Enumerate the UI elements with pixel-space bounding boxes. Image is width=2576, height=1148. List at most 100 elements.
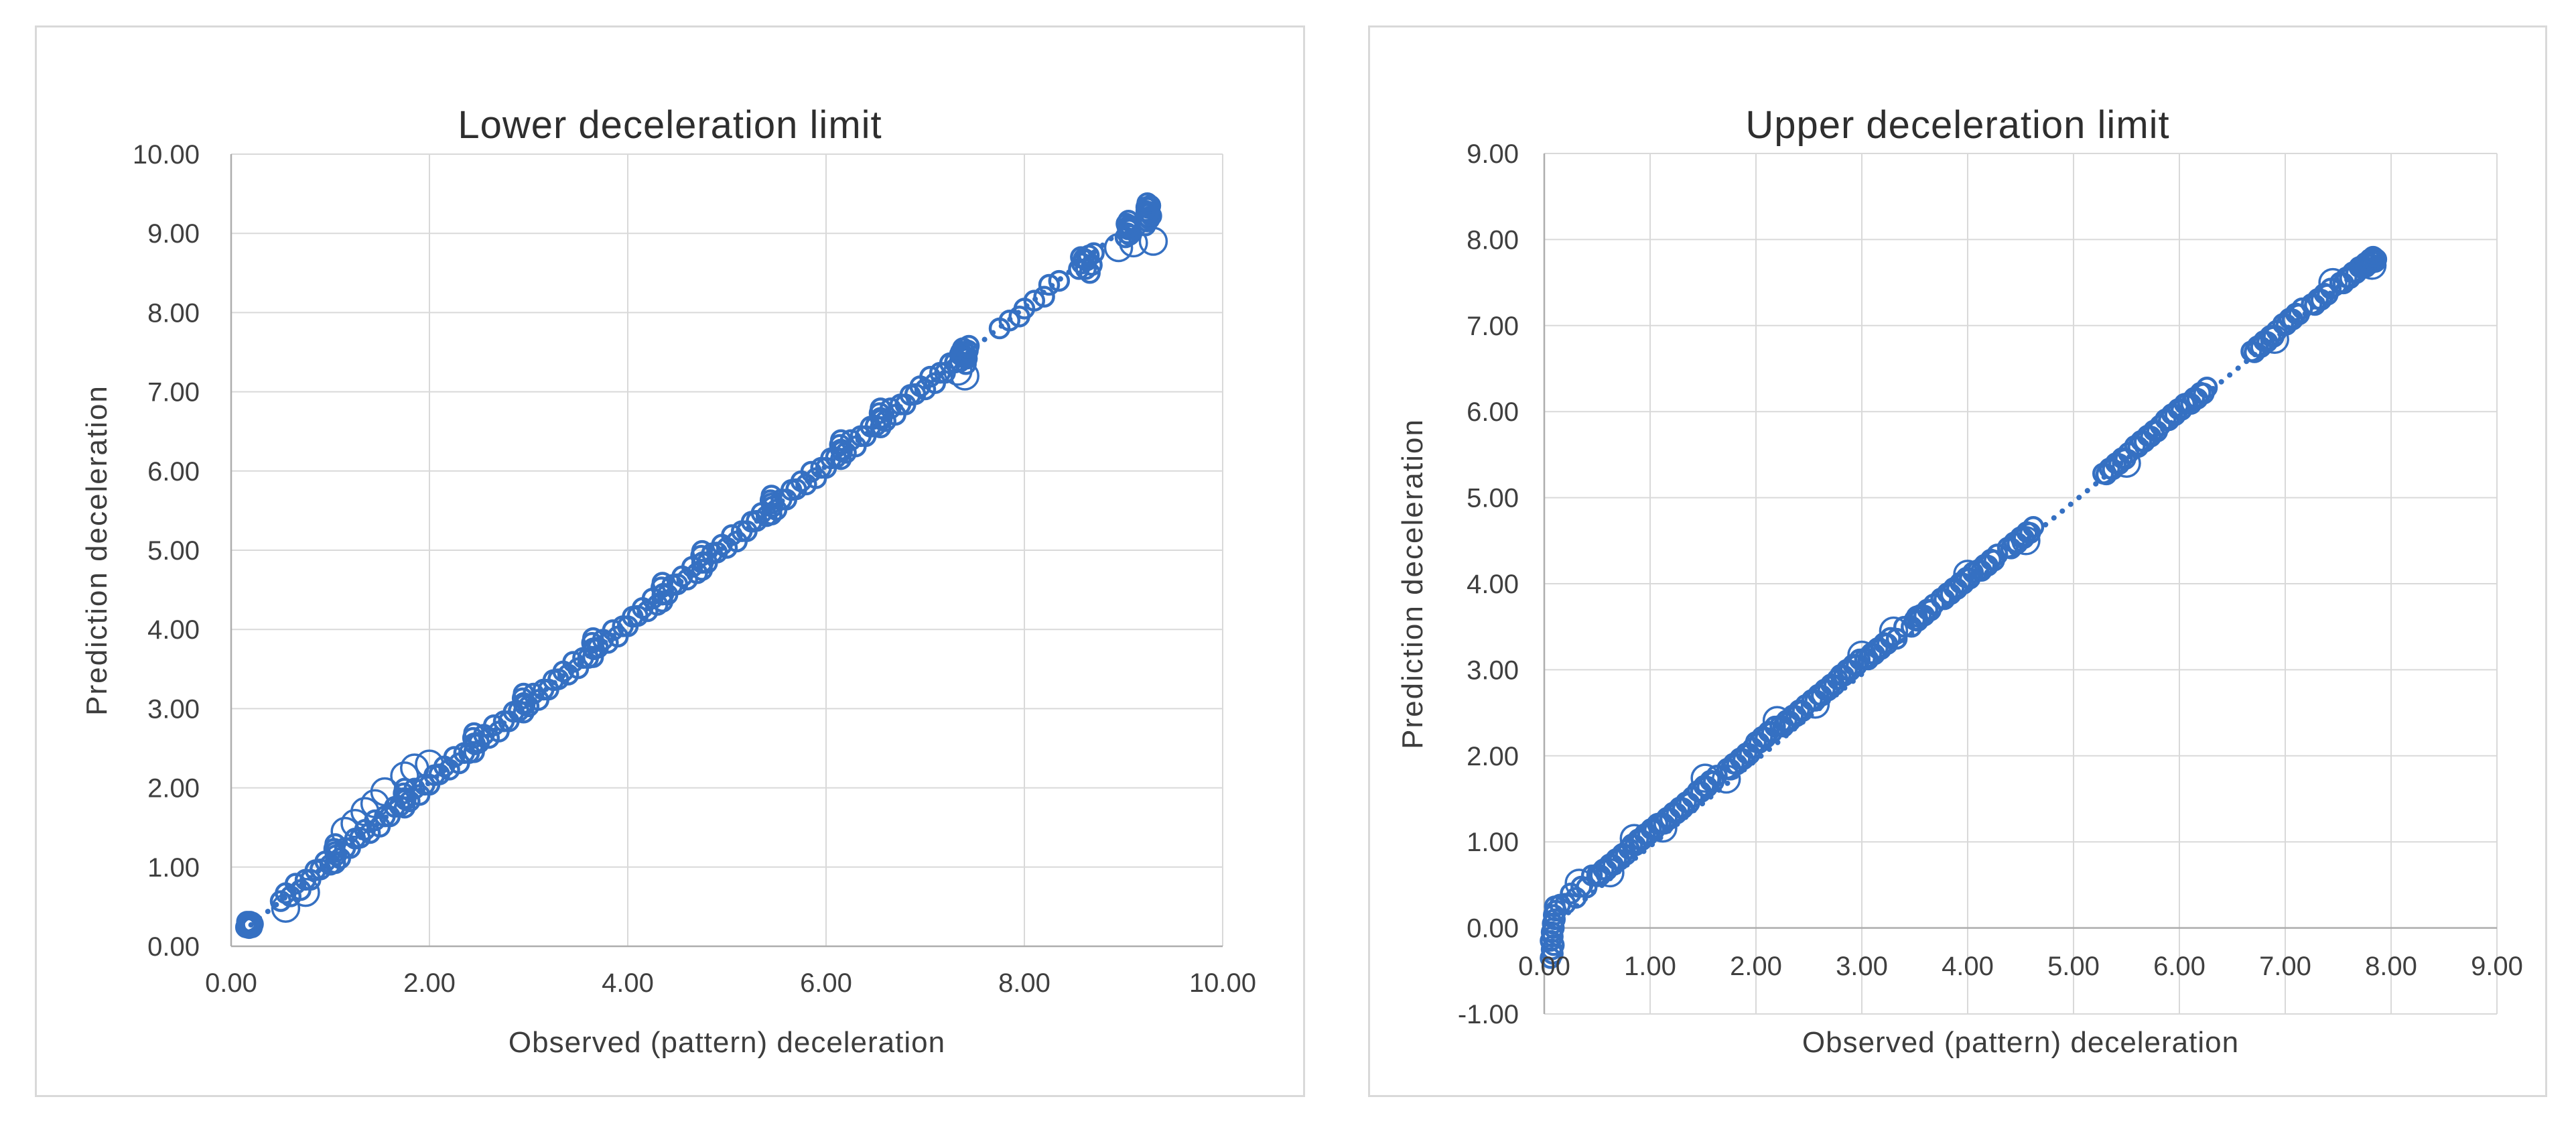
data-point [390, 761, 419, 791]
data-point [1564, 869, 1594, 898]
data-point [1953, 560, 1982, 589]
x-tick-label: 0.00 [1518, 952, 1570, 981]
data-point [1879, 616, 1909, 646]
data-point [950, 361, 979, 391]
data-point [1070, 246, 1092, 268]
data-point [1038, 273, 1061, 296]
data-point [1885, 627, 1908, 650]
data-point [271, 893, 301, 923]
x-tick-label: 1.00 [1624, 952, 1676, 981]
chart-title-lower: Lower deceleration limit [458, 103, 882, 147]
data-point [241, 916, 263, 938]
data-point [760, 485, 783, 507]
data-point [1103, 233, 1134, 263]
data-point [482, 714, 505, 737]
data-point [463, 722, 485, 745]
data-point [691, 539, 714, 562]
data-point [800, 460, 823, 483]
y-tick-label: 8.00 [1467, 225, 1519, 255]
data-point [364, 809, 386, 832]
data-point [2260, 324, 2289, 355]
x-tick-label: 6.00 [800, 968, 852, 998]
data-point [284, 873, 307, 895]
data-point [2011, 526, 2041, 556]
x-tick-label: 9.00 [2471, 952, 2523, 981]
y-tick-label: 4.00 [147, 615, 200, 645]
data-point [998, 309, 1021, 332]
x-tick-label: 6.00 [2153, 952, 2206, 981]
data-point [513, 682, 535, 705]
data-point [870, 397, 892, 420]
x-tick-label: 8.00 [998, 968, 1050, 998]
y-tick-label: 2.00 [1467, 742, 1519, 771]
data-point [1554, 893, 1576, 915]
data-point [1023, 290, 1046, 312]
data-point [238, 912, 260, 934]
x-axis-title-upper: Observed (pattern) deceleration [1802, 1026, 2240, 1059]
x-tick-label: 4.00 [602, 968, 654, 998]
data-point [651, 572, 674, 594]
data-point [1048, 269, 1071, 292]
x-tick-label: 0.00 [205, 968, 257, 998]
y-tick-label: 7.00 [1467, 312, 1519, 341]
data-point [1595, 858, 1625, 888]
data-point [1083, 242, 1105, 264]
x-tick-label: 7.00 [2259, 952, 2311, 981]
y-tick-label: 10.00 [133, 140, 200, 170]
x-tick-label: 8.00 [2365, 952, 2417, 981]
data-point [1138, 227, 1168, 256]
y-axis-title-lower: Prediction deceleration [80, 385, 113, 716]
data-point [1619, 824, 1649, 853]
y-tick-label: 5.00 [147, 536, 200, 566]
x-tick-label: 4.00 [1942, 952, 1994, 981]
data-point [2357, 251, 2387, 280]
data-point [1712, 764, 1741, 794]
data-point [953, 346, 975, 368]
x-tick-label: 5.00 [2047, 952, 2100, 981]
y-tick-label: 9.00 [147, 219, 200, 249]
data-point [1079, 262, 1101, 284]
scatter-plot-lower: 0.00 2.00 4.00 6.00 8.00 10.00 0.00 1.00 2.00 3.0… [133, 140, 1256, 998]
data-point [443, 746, 466, 768]
data-point [582, 627, 604, 649]
data-point [1762, 706, 1792, 735]
data-point [1690, 763, 1720, 793]
y-tick-label: 4.00 [1467, 570, 1519, 599]
data-point [370, 777, 400, 807]
y-tick-label: -1.00 [1458, 1000, 1519, 1029]
data-point [1800, 690, 1830, 719]
data-point [2195, 376, 2218, 399]
data-point [1542, 934, 1565, 956]
x-tick-label: 2.00 [403, 968, 456, 998]
data-point [1648, 813, 1678, 843]
y-tick-label: 0.00 [147, 932, 200, 962]
data-point [919, 365, 941, 388]
data-point [291, 877, 320, 907]
chart-panel-lower: 0.00 2.00 4.00 6.00 8.00 10.00 0.00 1.00 2.00 3.0… [35, 25, 1305, 1097]
x-tick-label: 10.00 [1189, 968, 1256, 998]
data-point [943, 357, 973, 386]
data-point [721, 524, 743, 546]
data-point [415, 749, 444, 779]
data-point [1033, 285, 1055, 308]
y-tick-label: 1.00 [147, 853, 200, 883]
y-tick-label: 7.00 [147, 378, 200, 407]
y-tick-label: 3.00 [147, 694, 200, 724]
data-point [562, 651, 584, 673]
chart-panel-upper: 0.00 1.00 2.00 3.00 4.00 5.00 6.00 7.00 8.00 9.00… [1368, 25, 2547, 1097]
scatter-plot-upper: 0.00 1.00 2.00 3.00 4.00 5.00 6.00 7.00 8.00 9.00… [1458, 139, 2523, 1029]
data-point [1847, 640, 1877, 670]
data-point [602, 619, 624, 641]
data-point [2112, 448, 2141, 478]
y-tick-label: 8.00 [147, 298, 200, 328]
y-axis-title-upper: Prediction deceleration [1396, 418, 1429, 749]
data-point [393, 777, 416, 800]
y-tick-label: 1.00 [1467, 828, 1519, 857]
x-tick-label: 2.00 [1730, 952, 1782, 981]
y-tick-label: 9.00 [1467, 139, 1519, 169]
data-point [1119, 228, 1148, 258]
x-axis-title-lower: Observed (pattern) deceleration [508, 1026, 946, 1059]
data-point [829, 429, 852, 451]
y-tick-label: 5.00 [1467, 484, 1519, 513]
y-tick-label: 6.00 [1467, 397, 1519, 427]
